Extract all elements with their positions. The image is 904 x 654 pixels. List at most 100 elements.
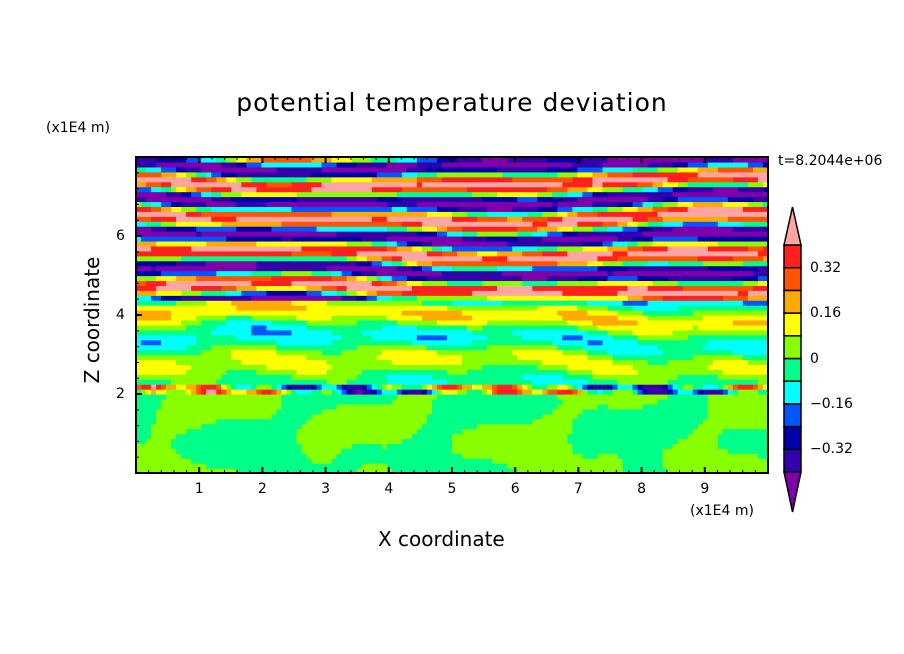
contour-cell bbox=[151, 428, 187, 435]
contour-cell bbox=[246, 161, 262, 168]
contour-cell bbox=[562, 231, 578, 237]
contour-cell bbox=[667, 394, 709, 400]
contour-cell bbox=[757, 265, 769, 272]
contour-cell bbox=[667, 176, 689, 183]
contour-cell bbox=[161, 186, 172, 193]
contour-cell bbox=[757, 384, 764, 390]
contour-cell bbox=[401, 186, 468, 193]
contour-cell bbox=[717, 433, 769, 440]
contour-cell bbox=[682, 384, 694, 390]
contour-cell bbox=[326, 379, 348, 385]
contour-cell bbox=[211, 196, 232, 203]
contour-cell bbox=[406, 260, 418, 267]
contour-cell bbox=[136, 369, 187, 375]
contour-cell bbox=[732, 176, 759, 183]
contour-cell bbox=[637, 181, 654, 188]
contour-cell bbox=[161, 206, 172, 212]
contour-cell bbox=[522, 334, 563, 341]
contour-cell bbox=[181, 295, 252, 301]
contour-cell bbox=[647, 196, 664, 203]
contour-cell bbox=[371, 157, 398, 163]
contour-cell bbox=[156, 418, 217, 425]
contour-cell bbox=[562, 181, 594, 188]
contour-cell bbox=[577, 275, 609, 282]
contour-cell bbox=[376, 295, 393, 301]
contour-cell bbox=[557, 201, 594, 207]
contour-cell bbox=[512, 384, 518, 390]
contour-cell bbox=[517, 389, 523, 395]
contour-cell bbox=[562, 349, 589, 356]
contour-cell bbox=[592, 201, 619, 207]
contour-cell bbox=[512, 245, 538, 252]
contour-cell bbox=[136, 240, 157, 247]
contour-cell bbox=[136, 359, 177, 365]
contour-cell bbox=[376, 384, 383, 390]
contour-cell bbox=[386, 245, 398, 252]
contour-cell bbox=[527, 384, 533, 390]
contour-cell bbox=[336, 285, 348, 291]
contour-cell bbox=[662, 463, 769, 469]
contour-cell bbox=[752, 384, 759, 390]
contour-cell bbox=[677, 201, 694, 207]
contour-cell bbox=[416, 181, 423, 188]
contour-cell bbox=[376, 270, 443, 277]
contour-cell bbox=[226, 389, 232, 395]
contour-cell bbox=[642, 186, 659, 193]
contour-cell bbox=[617, 221, 629, 227]
contour-cell bbox=[462, 231, 478, 237]
contour-cell bbox=[376, 290, 403, 296]
contour-cell bbox=[161, 221, 177, 227]
contour-cell bbox=[487, 295, 629, 301]
contour-cell bbox=[547, 275, 578, 282]
x-tick-label: 8 bbox=[637, 481, 647, 497]
contour-cell bbox=[256, 265, 328, 272]
contour-cell bbox=[762, 245, 769, 252]
contour-cell bbox=[762, 181, 769, 188]
contour-cell bbox=[627, 240, 639, 247]
contour-cell bbox=[176, 300, 207, 306]
contour-cell bbox=[171, 443, 303, 449]
contour-cell bbox=[682, 285, 754, 291]
colorbar-upper-extend bbox=[783, 206, 802, 246]
contour-cell bbox=[236, 334, 343, 341]
contour-cell bbox=[391, 468, 518, 474]
contour-cell bbox=[762, 255, 769, 262]
contour-cell bbox=[697, 389, 704, 395]
contour-cell bbox=[592, 171, 609, 178]
contour-cell bbox=[171, 206, 182, 212]
contour-cell bbox=[186, 344, 212, 351]
contour-cell bbox=[221, 221, 283, 227]
contour-cell bbox=[737, 389, 759, 395]
contour-cell bbox=[532, 379, 589, 385]
colorbar-swatch bbox=[783, 244, 802, 269]
contour-cell bbox=[552, 408, 584, 415]
contour-cell bbox=[161, 166, 177, 173]
contour-cell bbox=[186, 166, 202, 173]
contour-cell bbox=[452, 438, 568, 444]
contour-cell bbox=[632, 329, 674, 336]
contour-cell bbox=[467, 369, 568, 375]
contour-cell bbox=[431, 389, 438, 395]
contour-cell bbox=[201, 191, 212, 198]
contour-cell bbox=[592, 319, 639, 326]
contour-cell bbox=[612, 240, 629, 247]
contour-cell bbox=[607, 206, 624, 212]
contour-cell bbox=[226, 157, 237, 163]
contour-cell bbox=[712, 186, 739, 193]
contour-cell bbox=[216, 157, 227, 163]
contour-cell bbox=[597, 453, 619, 459]
contour-cell bbox=[612, 250, 629, 257]
contour-cell bbox=[231, 300, 293, 306]
contour-cell bbox=[441, 250, 458, 257]
contour-cell bbox=[747, 295, 769, 301]
contour-cell bbox=[622, 468, 669, 474]
contour-cell bbox=[136, 438, 147, 444]
contour-cell bbox=[236, 285, 257, 291]
contour-cell bbox=[627, 295, 644, 301]
contour-cell bbox=[151, 201, 162, 207]
contour-cell bbox=[707, 339, 769, 346]
contour-cell bbox=[477, 250, 498, 257]
contour-cell bbox=[191, 458, 313, 464]
contour-cell bbox=[762, 201, 769, 207]
contour-cell bbox=[452, 433, 568, 440]
